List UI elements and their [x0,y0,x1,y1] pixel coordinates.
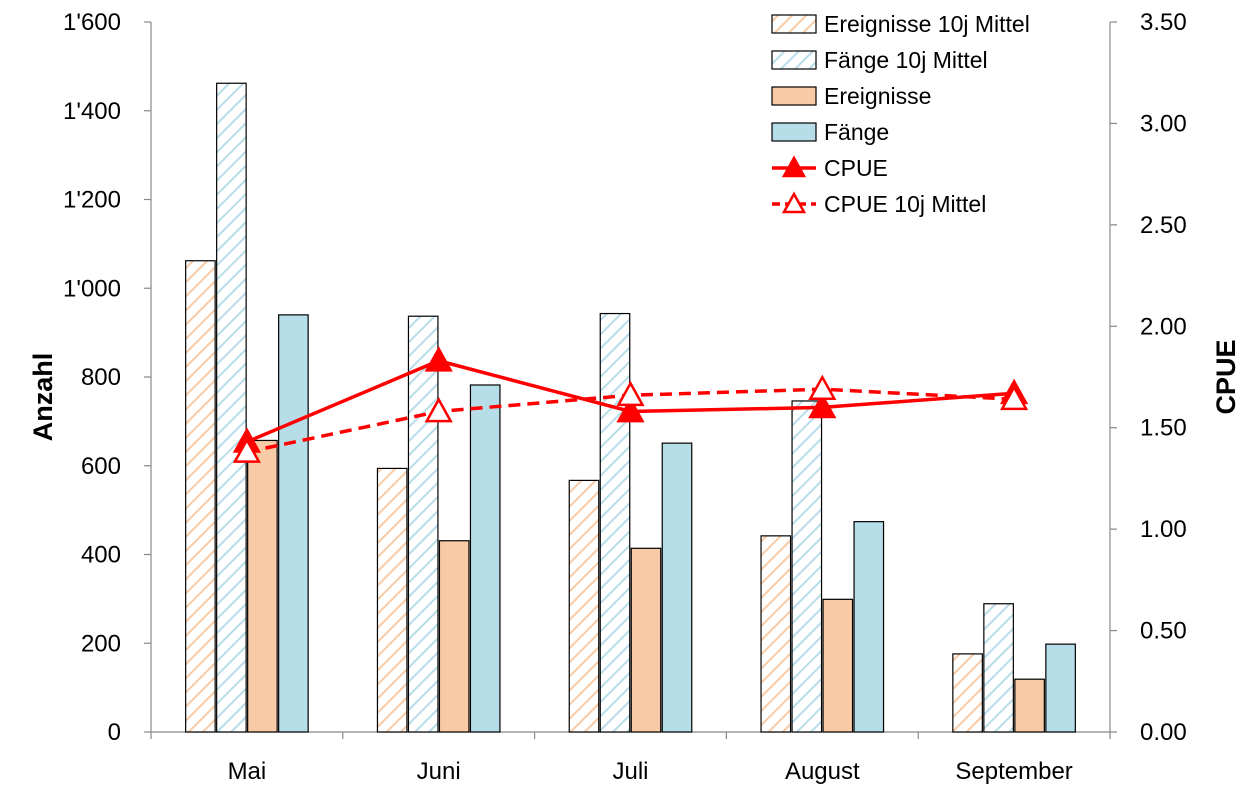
bars-group [185,82,1076,733]
bar-ereignisse [630,547,662,733]
x-tick-label: Juli [612,758,648,785]
y-tick-label: 0 [108,719,121,746]
y2-tick-label: 2.50 [1140,212,1187,239]
y2-tick-label: 1.00 [1140,516,1187,543]
legend-label-ereignisse: Ereignisse [824,83,931,109]
y2-tick-label: 3.50 [1140,9,1187,36]
legend-swatch-ereignisse [771,86,817,106]
y-tick-label: 400 [81,542,121,569]
marker-cpue-10j-mittel [999,384,1029,411]
legend-label-ereignisse-10j-mittel: Ereignisse 10j Mittel [824,11,1030,37]
bar-f-nge-10j-mittel [983,603,1014,733]
legend-label-f-nge: Fänge [824,119,889,145]
y-tick-label: 1'400 [63,98,121,125]
y-tick-label: 1'600 [63,9,121,36]
x-tick-label: September [955,758,1072,785]
axes-group: 0 200 400 600 800 1'000 1'200 1'400 1'600 0.00 0.5… [28,9,1241,785]
y2-tick-label: 0.00 [1140,719,1187,746]
marker-cpue-10j-mittel [232,437,262,463]
legend-swatch-ereignisse-10j-mittel [771,14,817,34]
bar-ereignisse-10j-mittel [376,467,408,733]
bar-f-nge-10j-mittel [791,400,823,733]
legend-swatch-f-nge-10j-mittel [771,50,817,70]
legend-label-cpue: CPUE [824,155,888,181]
y2-tick-label: 1.50 [1140,415,1187,442]
bar-ereignisse-10j-mittel [185,260,216,733]
marker-cpue-10j-mittel [424,396,453,423]
marker-cpue [616,396,645,423]
x-tick-label: Juni [417,758,461,785]
y2-axis-title: CPUE [1211,339,1241,414]
legend-marker-cpue-10j-mittel [781,191,807,214]
bar-f-nge [469,384,501,733]
y-tick-label: 200 [81,630,121,657]
legend-label-cpue-10j-mittel: CPUE 10j Mittel [824,191,986,217]
y-tick-label: 1'000 [63,275,121,302]
marker-cpue [808,392,837,419]
y-axis-title: Anzahl [28,353,58,442]
bar-f-nge-10j-mittel [407,315,439,733]
bar-f-nge [1045,643,1076,733]
bar-f-nge-10j-mittel [216,82,247,733]
x-tick-label: August [785,758,860,785]
bar-ereignisse [438,540,470,733]
marker-cpue-10j-mittel [808,374,837,401]
bar-f-nge [661,442,693,733]
legend: Ereignisse 10j Mittel Fänge 10j Mittel Ere… [771,11,1030,217]
y2-tick-label: 0.50 [1140,618,1187,645]
bar-f-nge-10j-mittel [599,312,631,733]
x-tick-label: Mai [228,758,267,785]
marker-cpue-10j-mittel [616,380,645,407]
legend-label-f-nge-10j-mittel: Fänge 10j Mittel [824,47,988,73]
bar-ereignisse-10j-mittel [952,653,983,733]
bar-ereignisse-10j-mittel [568,479,600,733]
bar-ereignisse [822,598,854,733]
y2-tick-label: 3.00 [1140,110,1187,137]
y-tick-label: 600 [81,453,121,480]
bar-f-nge [278,314,309,733]
legend-swatch-f-nge [771,122,817,142]
legend-marker-cpue [781,155,807,178]
bar-ereignisse [1014,678,1045,733]
lines-group [232,346,1029,463]
marker-cpue [424,346,453,372]
bar-f-nge [853,521,885,733]
bar-ereignisse-10j-mittel [760,535,792,733]
y2-tick-label: 2.00 [1140,313,1187,340]
y-tick-label: 1'200 [63,187,121,214]
y-tick-label: 800 [81,364,121,391]
bar-ereignisse [247,439,278,733]
